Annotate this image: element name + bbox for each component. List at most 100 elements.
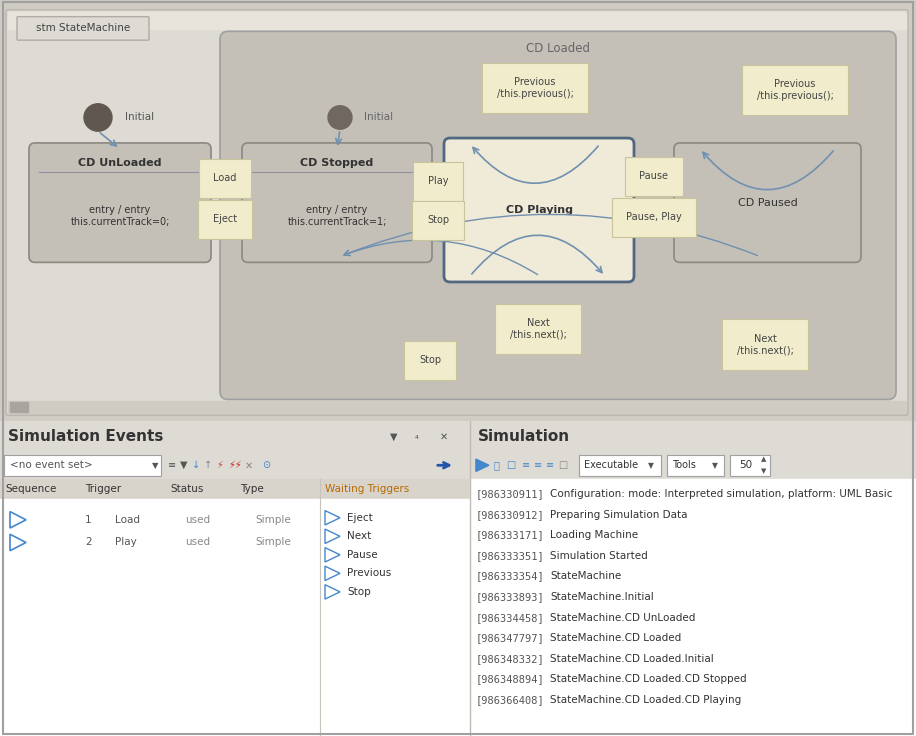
FancyBboxPatch shape [579, 455, 661, 475]
Text: Waiting Triggers: Waiting Triggers [325, 484, 409, 494]
Text: Simulation Started: Simulation Started [550, 551, 648, 561]
Text: Stop: Stop [427, 216, 449, 225]
Text: Preparing Simulation Data: Preparing Simulation Data [550, 509, 687, 520]
Text: ↑: ↑ [204, 460, 213, 470]
Text: CD Paused: CD Paused [737, 198, 797, 208]
Text: ⊙: ⊙ [262, 460, 270, 470]
Text: Stop: Stop [347, 587, 371, 597]
Text: Trigger: Trigger [85, 484, 121, 494]
Text: ▼: ▼ [390, 431, 398, 442]
FancyBboxPatch shape [220, 32, 896, 400]
Text: Simulation Events: Simulation Events [8, 429, 163, 444]
Text: StateMachine.CD Loaded.CD Stopped: StateMachine.CD Loaded.CD Stopped [550, 674, 747, 684]
Text: [986347797]: [986347797] [476, 633, 545, 643]
Bar [0, 478, 470, 499]
Text: 50: 50 [739, 460, 752, 470]
FancyBboxPatch shape [17, 17, 149, 40]
Text: Load: Load [115, 514, 140, 525]
Text: 1: 1 [85, 514, 92, 525]
Text: Initial: Initial [364, 113, 393, 122]
Text: CD Stopped: CD Stopped [300, 158, 374, 168]
Text: Previous: Previous [347, 568, 391, 578]
Text: ↓: ↓ [192, 460, 200, 470]
Text: Eject: Eject [213, 214, 237, 224]
Polygon shape [10, 512, 26, 528]
Text: this.currentTrack=1;: this.currentTrack=1; [288, 217, 387, 227]
Bar [470, 452, 916, 478]
Text: Pause: Pause [639, 171, 669, 181]
Text: StateMachine.CD Loaded.Initial: StateMachine.CD Loaded.Initial [550, 654, 714, 664]
FancyBboxPatch shape [29, 143, 211, 263]
Text: entry / entry: entry / entry [90, 205, 150, 216]
Text: ✕: ✕ [440, 431, 448, 442]
Bar [470, 421, 916, 736]
Text: □: □ [506, 460, 515, 470]
Text: [986366408]: [986366408] [476, 695, 545, 705]
Text: ⚡⚡: ⚡⚡ [228, 460, 242, 470]
Text: ▼: ▼ [648, 461, 654, 470]
Text: Initial: Initial [125, 113, 154, 122]
Text: entry / entry: entry / entry [306, 205, 367, 216]
Text: ▼: ▼ [712, 461, 718, 470]
Text: [986333354]: [986333354] [476, 571, 545, 581]
Text: Type: Type [240, 484, 264, 494]
Bar [0, 421, 470, 736]
Bar [8, 12, 906, 29]
Text: Sequence: Sequence [5, 484, 57, 494]
Text: Tools: Tools [672, 460, 696, 470]
Text: ▼: ▼ [761, 468, 767, 475]
Text: CD Loaded: CD Loaded [526, 43, 590, 55]
Polygon shape [325, 511, 340, 525]
FancyBboxPatch shape [242, 143, 432, 263]
Text: StateMachine.CD UnLoaded: StateMachine.CD UnLoaded [550, 612, 695, 623]
Text: Previous
/this.previous();: Previous /this.previous(); [757, 79, 834, 101]
FancyBboxPatch shape [4, 455, 161, 475]
Text: Pause: Pause [347, 550, 377, 560]
Text: StateMachine.CD Loaded: StateMachine.CD Loaded [550, 633, 682, 643]
Text: [986333351]: [986333351] [476, 551, 545, 561]
Text: Next
/this.next();: Next /this.next(); [736, 334, 793, 355]
Text: StateMachine: StateMachine [550, 571, 621, 581]
Bar [470, 478, 916, 736]
FancyBboxPatch shape [6, 10, 908, 415]
Text: [986348332]: [986348332] [476, 654, 545, 664]
Circle shape [328, 106, 352, 130]
FancyBboxPatch shape [730, 455, 770, 475]
Circle shape [84, 104, 112, 131]
Bar [0, 499, 470, 736]
Text: Loading Machine: Loading Machine [550, 530, 638, 540]
Text: [986348894]: [986348894] [476, 674, 545, 684]
Polygon shape [325, 548, 340, 562]
Text: Status: Status [170, 484, 203, 494]
Text: □: □ [558, 460, 567, 470]
Text: [986333893]: [986333893] [476, 592, 545, 602]
Text: <no event set>: <no event set> [10, 460, 93, 470]
Text: StateMachine.Initial: StateMachine.Initial [550, 592, 654, 602]
Text: stm StateMachine: stm StateMachine [36, 24, 130, 33]
Text: used: used [185, 537, 210, 548]
FancyBboxPatch shape [674, 143, 861, 263]
Text: ≡: ≡ [168, 460, 176, 470]
Polygon shape [325, 584, 340, 599]
FancyBboxPatch shape [667, 455, 724, 475]
Bar [10, 403, 28, 412]
Text: Configuration: mode: Interpreted simulation, platform: UML Basic: Configuration: mode: Interpreted simulat… [550, 489, 892, 499]
Text: CD Playing: CD Playing [506, 205, 572, 215]
Text: Simple: Simple [255, 537, 290, 548]
Text: Eject: Eject [347, 513, 373, 523]
Text: ≡: ≡ [522, 460, 530, 470]
Polygon shape [10, 534, 26, 551]
Bar [0, 421, 470, 452]
Text: ▼: ▼ [152, 461, 158, 470]
Text: Simulation: Simulation [478, 429, 570, 444]
Text: ≡: ≡ [534, 460, 542, 470]
Text: StateMachine.CD Loaded.CD Playing: StateMachine.CD Loaded.CD Playing [550, 695, 741, 705]
Text: [986334458]: [986334458] [476, 612, 545, 623]
Text: [986333171]: [986333171] [476, 530, 545, 540]
Text: ⚡: ⚡ [216, 460, 223, 470]
Text: Play: Play [115, 537, 136, 548]
Text: Previous
/this.previous();: Previous /this.previous(); [496, 77, 573, 99]
FancyBboxPatch shape [444, 138, 634, 282]
Bar [470, 421, 916, 452]
Text: used: used [185, 514, 210, 525]
